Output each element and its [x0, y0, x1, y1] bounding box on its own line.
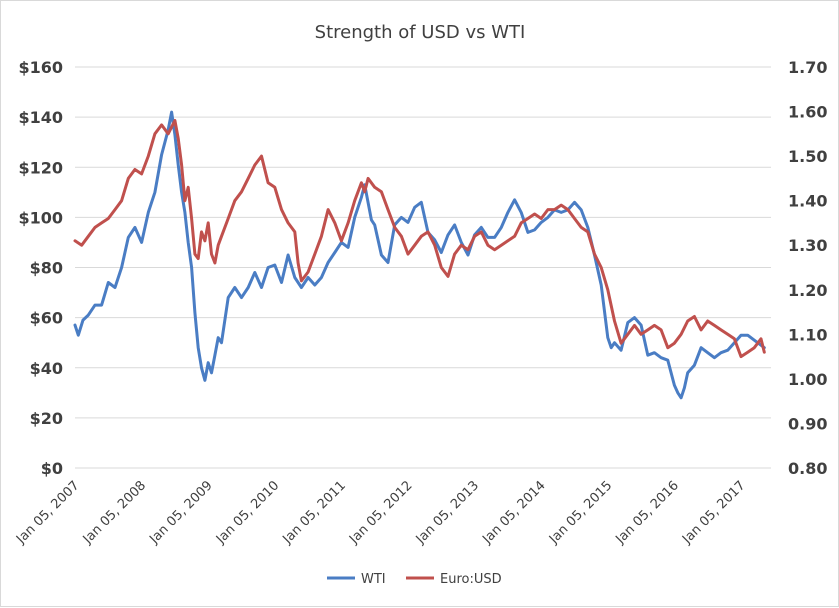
- legend-wti-label: WTI: [361, 572, 386, 587]
- series-line-wti: [73, 110, 766, 400]
- y-right-tick-label: 1.70: [788, 58, 827, 77]
- x-tick-label: Jan 05, 2012: [346, 478, 415, 547]
- x-tick-label: Jan 05, 2016: [613, 478, 682, 547]
- y-axis-right: 0.80 0.90 1.00 1.10 1.20 1.30 1.40 1.50 1.60 1.70: [788, 58, 827, 478]
- y-right-tick-label: 0.90: [788, 414, 827, 433]
- x-tick-label: Jan 05, 2017: [679, 478, 748, 547]
- x-tick-label: Jan 05, 2008: [80, 478, 149, 547]
- y-right-tick-label: 1.00: [788, 370, 827, 389]
- y-right-tick-label: 1.30: [788, 236, 827, 255]
- y-left-tick-label: $140: [18, 108, 63, 127]
- y-left-tick-label: $0: [41, 459, 63, 478]
- y-left-tick-label: $60: [30, 309, 63, 328]
- x-tick-label: Jan 05, 2011: [280, 478, 349, 547]
- chart-title: Strength of USD vs WTI: [315, 22, 526, 43]
- y-right-tick-label: 1.20: [788, 281, 827, 300]
- x-tick-label: Jan 05, 2009: [146, 478, 215, 547]
- y-left-tick-label: $40: [30, 359, 63, 378]
- legend: WTI Euro:USD: [327, 572, 502, 587]
- x-tick-label: Jan 05, 2014: [479, 478, 548, 547]
- gridlines: [75, 66, 771, 469]
- y-axis-left: $0 $20 $40 $60 $80 $100 $120 $140 $160: [18, 58, 63, 478]
- y-left-tick-label: $160: [18, 58, 63, 77]
- x-tick-label: Jan 05, 2007: [13, 478, 82, 547]
- y-left-tick-label: $120: [18, 158, 63, 177]
- y-right-tick-label: 1.40: [788, 192, 827, 211]
- y-right-tick-label: 1.10: [788, 325, 827, 344]
- y-right-tick-label: 1.50: [788, 147, 827, 166]
- x-tick-label: Jan 05, 2010: [213, 478, 282, 547]
- y-right-tick-label: 0.80: [788, 459, 827, 478]
- y-left-tick-label: $20: [30, 409, 63, 428]
- y-left-tick-label: $80: [30, 259, 63, 278]
- x-tick-label: Jan 05, 2013: [413, 478, 482, 547]
- x-tick-label: Jan 05, 2015: [546, 478, 615, 547]
- series-line-euro-usd: [73, 119, 766, 359]
- y-right-tick-label: 1.60: [788, 103, 827, 122]
- series-layer: [73, 110, 766, 400]
- y-left-tick-label: $100: [18, 208, 63, 227]
- legend-euro-usd-label: Euro:USD: [440, 572, 502, 587]
